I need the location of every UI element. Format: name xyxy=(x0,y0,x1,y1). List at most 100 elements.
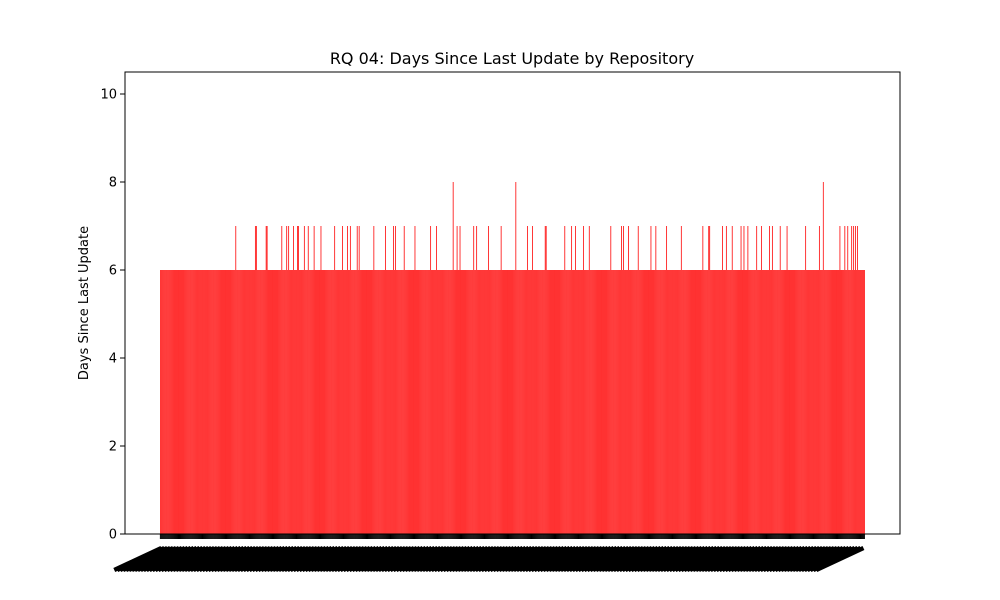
bar xyxy=(231,270,233,534)
bar xyxy=(607,270,609,534)
bar xyxy=(821,270,823,534)
bar xyxy=(619,270,621,534)
bar xyxy=(773,270,775,534)
bar xyxy=(696,270,698,534)
bar xyxy=(715,270,716,534)
bar xyxy=(252,270,253,534)
bar xyxy=(709,226,711,534)
bar xyxy=(430,226,432,534)
bar xyxy=(455,270,457,534)
bar xyxy=(331,270,333,534)
bar xyxy=(377,270,379,534)
bar xyxy=(210,270,212,534)
bar xyxy=(854,270,856,534)
bar xyxy=(525,270,527,534)
bar xyxy=(415,270,417,534)
bar xyxy=(755,270,757,534)
bar xyxy=(173,270,175,534)
bar xyxy=(645,270,647,534)
bar xyxy=(840,270,842,534)
bar xyxy=(506,270,508,534)
bar xyxy=(171,270,173,534)
bar xyxy=(474,270,476,534)
bar xyxy=(575,226,576,534)
bar xyxy=(800,270,802,534)
bar xyxy=(793,270,795,534)
bar xyxy=(214,270,216,534)
bar xyxy=(683,270,685,534)
bar xyxy=(247,270,248,534)
bar xyxy=(337,270,339,534)
bar xyxy=(381,270,383,534)
bar xyxy=(468,270,470,534)
bar xyxy=(797,270,799,534)
bar xyxy=(713,270,715,534)
bar xyxy=(846,270,848,534)
bar xyxy=(369,270,371,534)
bar xyxy=(582,270,583,534)
bar xyxy=(673,270,674,534)
bar xyxy=(371,270,373,534)
bar xyxy=(749,270,751,534)
bar xyxy=(438,270,439,534)
bar xyxy=(472,270,474,534)
bar xyxy=(501,270,503,534)
bar xyxy=(259,270,261,534)
bar xyxy=(384,270,386,534)
bar xyxy=(541,270,543,534)
bar xyxy=(484,270,485,534)
bar xyxy=(790,270,792,534)
bar xyxy=(500,226,502,534)
bar xyxy=(276,270,278,534)
bar xyxy=(605,270,607,534)
bar xyxy=(254,226,256,534)
bar xyxy=(497,270,499,534)
bar xyxy=(723,270,724,534)
bar xyxy=(526,270,527,534)
bar xyxy=(523,270,525,534)
bar xyxy=(476,226,478,534)
bar xyxy=(405,270,407,534)
bar xyxy=(660,270,662,534)
bar xyxy=(806,270,808,534)
bar xyxy=(226,270,228,534)
bar xyxy=(194,270,196,534)
bar xyxy=(770,270,771,534)
bar xyxy=(726,270,728,534)
bar xyxy=(429,270,431,534)
bar xyxy=(303,226,305,534)
bar xyxy=(815,270,816,534)
bar xyxy=(641,270,643,534)
bar xyxy=(165,270,167,534)
bar xyxy=(288,226,290,534)
bar xyxy=(505,270,507,534)
bar xyxy=(857,226,858,534)
bar xyxy=(710,270,712,534)
bar xyxy=(730,270,732,534)
bar xyxy=(656,270,658,534)
bar xyxy=(527,226,528,534)
bar xyxy=(480,270,481,534)
bar xyxy=(818,226,820,534)
bar xyxy=(592,270,594,534)
bar xyxy=(677,270,679,534)
bar xyxy=(774,270,776,534)
bar xyxy=(395,270,397,534)
bar xyxy=(253,270,254,534)
bar xyxy=(160,270,161,534)
bar xyxy=(218,270,220,534)
bar xyxy=(281,226,283,534)
bar xyxy=(623,226,624,534)
bar xyxy=(704,270,706,534)
bar xyxy=(201,270,202,534)
bar xyxy=(548,270,550,534)
bar xyxy=(427,270,429,534)
bar xyxy=(334,226,336,534)
bar xyxy=(314,270,316,534)
bar xyxy=(397,270,399,534)
bar xyxy=(744,270,746,534)
bar xyxy=(507,270,509,534)
bar xyxy=(270,270,272,534)
bar xyxy=(719,270,720,534)
bar xyxy=(601,270,603,534)
